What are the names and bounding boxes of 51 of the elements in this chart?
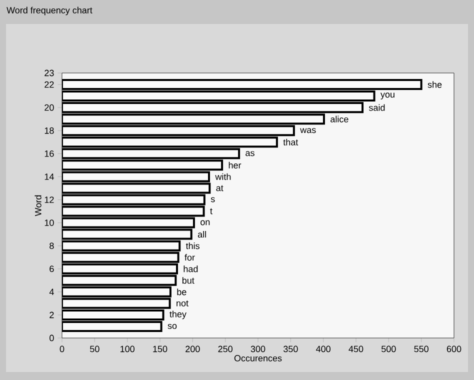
y-tick-label: 18	[44, 127, 54, 134]
y-tick-label: 20	[44, 104, 54, 111]
annotation: s	[210, 197, 215, 202]
x-tick-label: 500	[382, 346, 396, 352]
annotation: this	[186, 242, 200, 250]
annotation: so	[168, 324, 177, 329]
y-tick-label: 12	[44, 196, 54, 203]
y-tick-label: 16	[44, 150, 54, 157]
y-tick-label: 23	[44, 70, 54, 76]
x-tick-label: 0	[60, 346, 64, 352]
annotation: she	[428, 81, 442, 88]
chart-title: Word frequency chart	[6, 6, 92, 16]
y-tick-label: 0	[50, 334, 54, 342]
annotation: they	[170, 310, 186, 320]
y-tick-label: 6	[50, 266, 54, 272]
y-tick-label: 2	[50, 312, 54, 318]
y-axis-title: Word	[34, 195, 42, 216]
annotation: on	[200, 220, 210, 226]
annotation: was	[300, 128, 316, 134]
annotation: be	[177, 288, 186, 296]
x-tick-label: 150	[153, 346, 168, 352]
annotation: said	[368, 104, 385, 111]
annotation: that	[283, 138, 298, 146]
annotation: alice	[330, 116, 348, 122]
y-tick-label: 22	[44, 81, 54, 88]
x-tick-label: 550	[414, 346, 428, 352]
y-tick-label: 4	[49, 288, 54, 295]
x-tick-label: 600	[446, 346, 462, 352]
annotation: you	[380, 92, 394, 100]
x-tick-label: 300	[250, 346, 266, 352]
annotation: had	[184, 266, 198, 272]
annotation: not	[176, 300, 188, 306]
x-tick-label: 100	[120, 346, 134, 352]
annotation: but	[182, 277, 194, 284]
x-tick-label: 350	[284, 346, 298, 352]
annotation: all	[198, 230, 206, 238]
annotation: for	[184, 254, 195, 261]
annotation: as	[246, 151, 254, 156]
annotation: her	[228, 162, 242, 168]
y-tick-label: 14	[44, 174, 54, 180]
y-tick-label: 8	[50, 242, 54, 250]
annotation: t	[210, 208, 212, 214]
annotation: with	[215, 173, 231, 180]
x-tick-label: 200	[186, 346, 200, 352]
x-tick-label: 450	[348, 346, 364, 352]
x-tick-label: 400	[316, 346, 330, 352]
x-tick-label: 50	[90, 346, 100, 352]
x-axis-title: Occurences	[234, 355, 282, 362]
y-tick-label: 10	[44, 220, 54, 226]
annotation: at	[216, 185, 224, 192]
x-tick-label: 250	[218, 346, 232, 352]
